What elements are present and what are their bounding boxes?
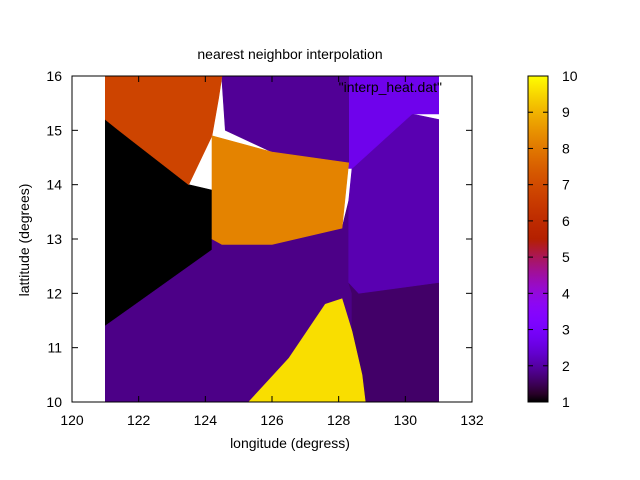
y-axis-label: lattitude (degrees) <box>16 184 32 297</box>
colorbar-tick-label: 1 <box>562 394 570 410</box>
heatmap-regions <box>105 76 440 402</box>
colorbar-tick-label: 6 <box>562 213 570 229</box>
heat-region-6 <box>105 76 223 186</box>
y-tick-label: 12 <box>46 285 62 301</box>
axis-ticks: 120 122 124 126 128 130 132 10 11 12 13 14 15 16 <box>46 68 483 428</box>
x-tick-label: 132 <box>460 412 484 428</box>
x-tick-label: 124 <box>194 412 218 428</box>
y-tick-label: 15 <box>46 122 62 138</box>
x-tick-label: 122 <box>127 412 151 428</box>
x-axis-label: longitude (degress) <box>230 435 350 451</box>
heat-region-1 <box>105 200 353 402</box>
colorbar-frame <box>527 75 549 403</box>
colorbar-tick-label: 9 <box>562 104 570 120</box>
colorbar <box>528 76 548 402</box>
y-tick-label: 10 <box>46 394 62 410</box>
heat-region-4 <box>348 76 440 169</box>
colorbar-tick-label: 7 <box>562 177 570 193</box>
colorbar-tick-label: 10 <box>562 68 578 84</box>
heat-region-7 <box>211 135 350 245</box>
y-tick-label: 11 <box>47 340 62 356</box>
x-tick-label: 130 <box>394 412 418 428</box>
colorbar-tick-label: 8 <box>562 140 570 156</box>
chart-title: nearest neighbor interpolation <box>197 46 382 62</box>
colorbar-tick-label: 5 <box>562 249 570 265</box>
colorbar-ticks: 1 2 3 4 5 6 7 8 9 10 <box>528 68 578 410</box>
colorbar-tick-label: 3 <box>562 322 570 338</box>
colorbar-tick-label: 4 <box>562 285 570 301</box>
x-tick-label: 126 <box>260 412 284 428</box>
colorbar-tick-label: 2 <box>562 358 570 374</box>
y-tick-label: 16 <box>46 68 62 84</box>
heat-region-8 <box>248 298 366 402</box>
y-tick-label: 13 <box>46 231 62 247</box>
x-tick-label: 120 <box>60 412 84 428</box>
series-legend-label: "interp_heat.dat" <box>339 79 442 95</box>
y-tick-label: 14 <box>46 177 62 193</box>
x-tick-label: 128 <box>327 412 351 428</box>
